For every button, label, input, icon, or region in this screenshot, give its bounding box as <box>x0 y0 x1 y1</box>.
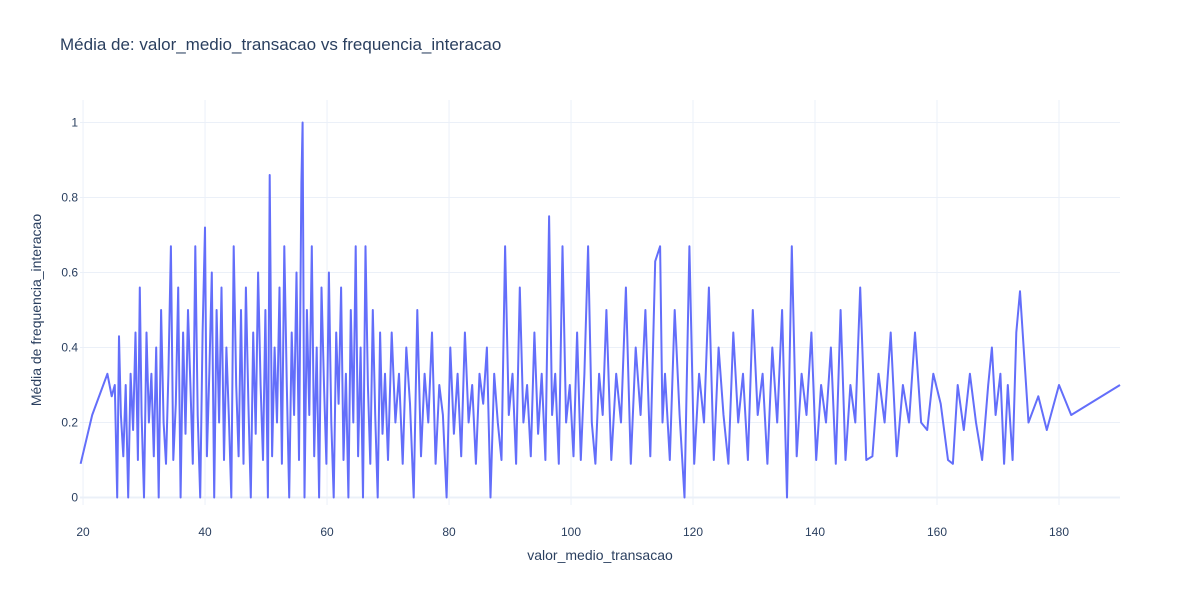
y-tick-label: 0.2 <box>61 416 78 430</box>
x-tick-label: 180 <box>1049 525 1069 539</box>
x-tick-label: 20 <box>76 525 90 539</box>
x-tick-label: 140 <box>805 525 825 539</box>
y-tick-label: 1 <box>71 116 78 130</box>
series-layer <box>79 121 1121 499</box>
chart-title: Média de: valor_medio_transacao vs frequ… <box>60 35 501 54</box>
y-axis-ticks: 0 0.2 0.4 0.6 0.8 1 <box>61 116 78 505</box>
y-tick-label: 0.4 <box>61 341 78 355</box>
x-tick-label: 100 <box>561 525 581 539</box>
x-tick-label: 80 <box>442 525 456 539</box>
y-tick-label: 0.6 <box>61 266 78 280</box>
series-line <box>79 121 1121 499</box>
x-tick-label: 120 <box>683 525 703 539</box>
y-axis-title: Média de frequencia_interacao <box>28 214 44 406</box>
x-tick-label: 40 <box>198 525 212 539</box>
x-axis-ticks: 20 40 60 80 100 120 140 160 180 <box>76 525 1069 539</box>
y-tick-label: 0.8 <box>61 191 78 205</box>
y-tick-label: 0 <box>71 491 78 505</box>
x-tick-label: 60 <box>320 525 334 539</box>
gridlines <box>80 100 1120 505</box>
x-tick-label: 160 <box>927 525 947 539</box>
x-axis-title: valor_medio_transacao <box>527 547 673 563</box>
